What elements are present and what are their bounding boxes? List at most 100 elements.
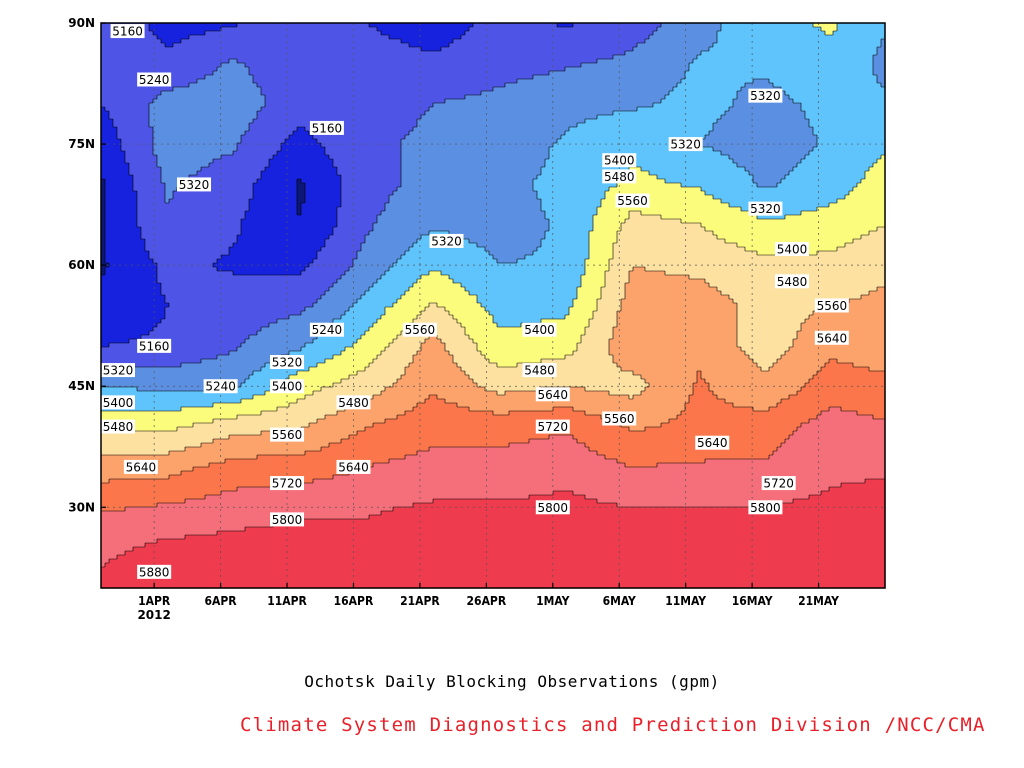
contour-band-cell (621, 227, 706, 232)
contour-band-cell (557, 23, 574, 28)
contour-band-cell (641, 211, 750, 216)
contour-band-cell (385, 347, 422, 352)
contour-band-cell (393, 303, 430, 308)
contour-band-cell (221, 27, 378, 32)
contour-band-cell (617, 311, 738, 316)
contour-label-text: 5800 (272, 513, 303, 527)
contour-band-cell (545, 235, 590, 240)
contour-band-cell (217, 259, 314, 264)
contour-band-cell (725, 399, 782, 404)
contour-band-cell (621, 307, 738, 312)
contour-band-cell (385, 207, 542, 212)
contour-band-cell (429, 107, 638, 112)
contour-band-cell (461, 35, 650, 40)
contour-band-cell (161, 91, 262, 96)
contour-band-cell (149, 103, 266, 108)
contour-label-text: 5480 (103, 420, 134, 434)
contour-band-cell (593, 215, 630, 220)
contour-band-cell (357, 431, 794, 436)
contour-band-cell (597, 115, 722, 120)
contour-band-cell (101, 519, 298, 524)
contour-band-cell (133, 187, 166, 192)
contour-band-cell (881, 39, 886, 44)
contour-band-cell (693, 391, 714, 396)
contour-band-cell (353, 259, 398, 264)
contour-band-cell (601, 291, 626, 296)
contour-band-cell (845, 195, 886, 200)
contour-band-cell (313, 339, 358, 344)
contour-band-cell (129, 339, 246, 344)
contour-band-cell (241, 223, 338, 228)
contour-band-cell (533, 179, 618, 184)
contour-band-cell (453, 355, 486, 360)
contour-label: 5640 (535, 387, 570, 402)
contour-band-cell (101, 151, 126, 156)
contour-band-cell (305, 191, 342, 196)
contour-band-cell (349, 435, 550, 440)
contour-band-cell (169, 303, 314, 308)
contour-band-cell (613, 255, 886, 260)
contour-band-cell (689, 67, 874, 72)
contour-band-cell (237, 239, 326, 244)
contour-band-cell (613, 331, 738, 336)
contour-band-cell (873, 163, 886, 168)
contour-band-cell (101, 239, 106, 244)
contour-band-cell (577, 347, 610, 352)
contour-band-cell (709, 47, 878, 52)
contour-band-cell (417, 403, 458, 408)
contour-band-cell (101, 431, 262, 436)
contour-label-box (602, 411, 637, 426)
contour-band-cell (101, 567, 886, 572)
contour-band-cell (489, 251, 534, 256)
contour-band-cell (817, 415, 874, 420)
contour-band-cell (193, 423, 310, 428)
contour-label-text: 5320 (103, 364, 134, 378)
contour-band-cell (137, 219, 242, 224)
contour-band-cell (629, 279, 706, 284)
contour-band-cell (605, 191, 706, 196)
contour-label: 5320 (270, 355, 305, 370)
contour-band-cell (661, 99, 734, 104)
contour-band-cell (689, 395, 718, 400)
contour-band-cell (101, 523, 274, 528)
contour-band-cell (153, 327, 262, 332)
contour-band-cell (113, 123, 150, 128)
contour-band-cell (565, 315, 594, 320)
contour-band-cell (297, 399, 366, 404)
contour-band-cell (817, 135, 886, 140)
contour-band-cell (113, 119, 150, 124)
contour-band-cell (153, 131, 246, 136)
contour-band-cell (873, 55, 886, 60)
contour-band-cell (129, 171, 162, 176)
contour-band-cell (153, 151, 234, 156)
contour-band-cell (421, 311, 450, 316)
contour-band-cell (793, 499, 886, 504)
contour-label: 5400 (774, 242, 809, 257)
contour-band-cell (101, 191, 106, 196)
contour-band-cell (661, 23, 722, 28)
contour-band-cell (301, 207, 338, 212)
contour-band-cell (297, 187, 306, 192)
contour-band-cell (629, 275, 690, 280)
contour-band-cell (293, 131, 310, 136)
contour-band-cell (837, 247, 886, 252)
contour-band-cell (649, 383, 694, 388)
contour-band-cell (429, 447, 590, 452)
contour-band-cell (733, 299, 850, 304)
contour-label: 5560 (402, 322, 437, 337)
contour-band-cell (697, 375, 702, 380)
contour-band-cell (141, 235, 238, 240)
contour-band-cell (813, 127, 886, 132)
contour-band-cell (101, 503, 158, 508)
contour-band-cell (401, 163, 546, 168)
contour-label-text: 5240 (205, 380, 236, 394)
contour-band-cell (589, 319, 618, 324)
contour-band-cell (401, 39, 454, 44)
contour-label: 5160 (110, 24, 145, 39)
contour-band-cell (569, 307, 598, 312)
contour-band-cell (713, 123, 810, 128)
contour-band-cell (837, 199, 886, 204)
contour-band-cell (101, 59, 230, 64)
contour-band-cell (101, 227, 106, 232)
contour-band-cell (785, 175, 866, 180)
